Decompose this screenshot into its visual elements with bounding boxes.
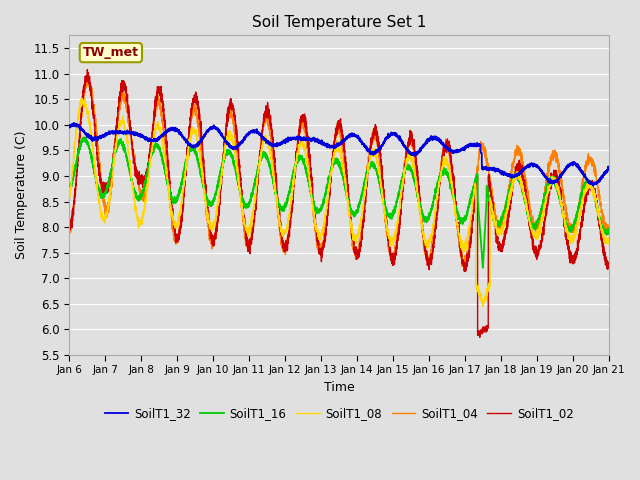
SoilT1_04 bbox=[460, 260, 468, 265]
SoilT1_08 bbox=[430, 217, 438, 223]
SoilT1_16 bbox=[80, 134, 88, 140]
SoilT1_08 bbox=[605, 235, 612, 241]
SoilT1_08 bbox=[491, 217, 499, 223]
SoilT1_08 bbox=[65, 188, 73, 194]
SoilT1_04 bbox=[65, 226, 73, 231]
SoilT1_16 bbox=[491, 216, 499, 221]
X-axis label: Time: Time bbox=[324, 381, 355, 394]
SoilT1_16 bbox=[163, 177, 170, 183]
SoilT1_02 bbox=[84, 67, 92, 72]
Text: TW_met: TW_met bbox=[83, 46, 139, 59]
SoilT1_08 bbox=[479, 303, 486, 309]
SoilT1_16 bbox=[65, 188, 73, 194]
SoilT1_02 bbox=[65, 219, 73, 225]
SoilT1_32 bbox=[589, 183, 597, 189]
SoilT1_16 bbox=[460, 216, 468, 221]
SoilT1_08 bbox=[319, 227, 327, 233]
Y-axis label: Soil Temperature (C): Soil Temperature (C) bbox=[15, 131, 28, 259]
SoilT1_04 bbox=[605, 225, 612, 230]
SoilT1_16 bbox=[479, 265, 486, 271]
SoilT1_08 bbox=[81, 96, 89, 101]
Line: SoilT1_04: SoilT1_04 bbox=[69, 78, 609, 267]
SoilT1_04 bbox=[430, 227, 438, 232]
SoilT1_02 bbox=[460, 263, 468, 268]
SoilT1_08 bbox=[460, 245, 468, 251]
SoilT1_04 bbox=[458, 264, 466, 270]
SoilT1_32 bbox=[460, 146, 468, 152]
Legend: SoilT1_32, SoilT1_16, SoilT1_08, SoilT1_04, SoilT1_02: SoilT1_32, SoilT1_16, SoilT1_08, SoilT1_… bbox=[100, 402, 579, 425]
SoilT1_16 bbox=[605, 227, 612, 233]
Line: SoilT1_08: SoilT1_08 bbox=[69, 98, 609, 306]
SoilT1_02 bbox=[163, 139, 170, 145]
Title: Soil Temperature Set 1: Soil Temperature Set 1 bbox=[252, 15, 426, 30]
SoilT1_16 bbox=[430, 194, 438, 200]
SoilT1_02 bbox=[430, 234, 438, 240]
SoilT1_04 bbox=[163, 155, 170, 161]
SoilT1_32 bbox=[319, 142, 327, 148]
SoilT1_32 bbox=[491, 166, 499, 172]
SoilT1_32 bbox=[604, 164, 612, 169]
SoilT1_04 bbox=[604, 226, 612, 231]
SoilT1_02 bbox=[605, 264, 612, 269]
Line: SoilT1_16: SoilT1_16 bbox=[69, 137, 609, 268]
SoilT1_04 bbox=[85, 75, 93, 81]
SoilT1_32 bbox=[430, 134, 438, 140]
SoilT1_32 bbox=[163, 130, 170, 135]
SoilT1_04 bbox=[491, 205, 499, 211]
Line: SoilT1_02: SoilT1_02 bbox=[69, 70, 609, 337]
SoilT1_04 bbox=[319, 241, 327, 247]
SoilT1_08 bbox=[604, 240, 612, 246]
SoilT1_02 bbox=[604, 262, 612, 268]
SoilT1_32 bbox=[605, 167, 612, 172]
SoilT1_16 bbox=[604, 228, 612, 234]
SoilT1_02 bbox=[319, 244, 327, 250]
SoilT1_32 bbox=[65, 122, 73, 128]
SoilT1_02 bbox=[491, 222, 499, 228]
SoilT1_08 bbox=[163, 168, 170, 174]
SoilT1_32 bbox=[70, 120, 77, 126]
SoilT1_16 bbox=[319, 200, 327, 206]
SoilT1_02 bbox=[476, 335, 484, 340]
Line: SoilT1_32: SoilT1_32 bbox=[69, 123, 609, 186]
